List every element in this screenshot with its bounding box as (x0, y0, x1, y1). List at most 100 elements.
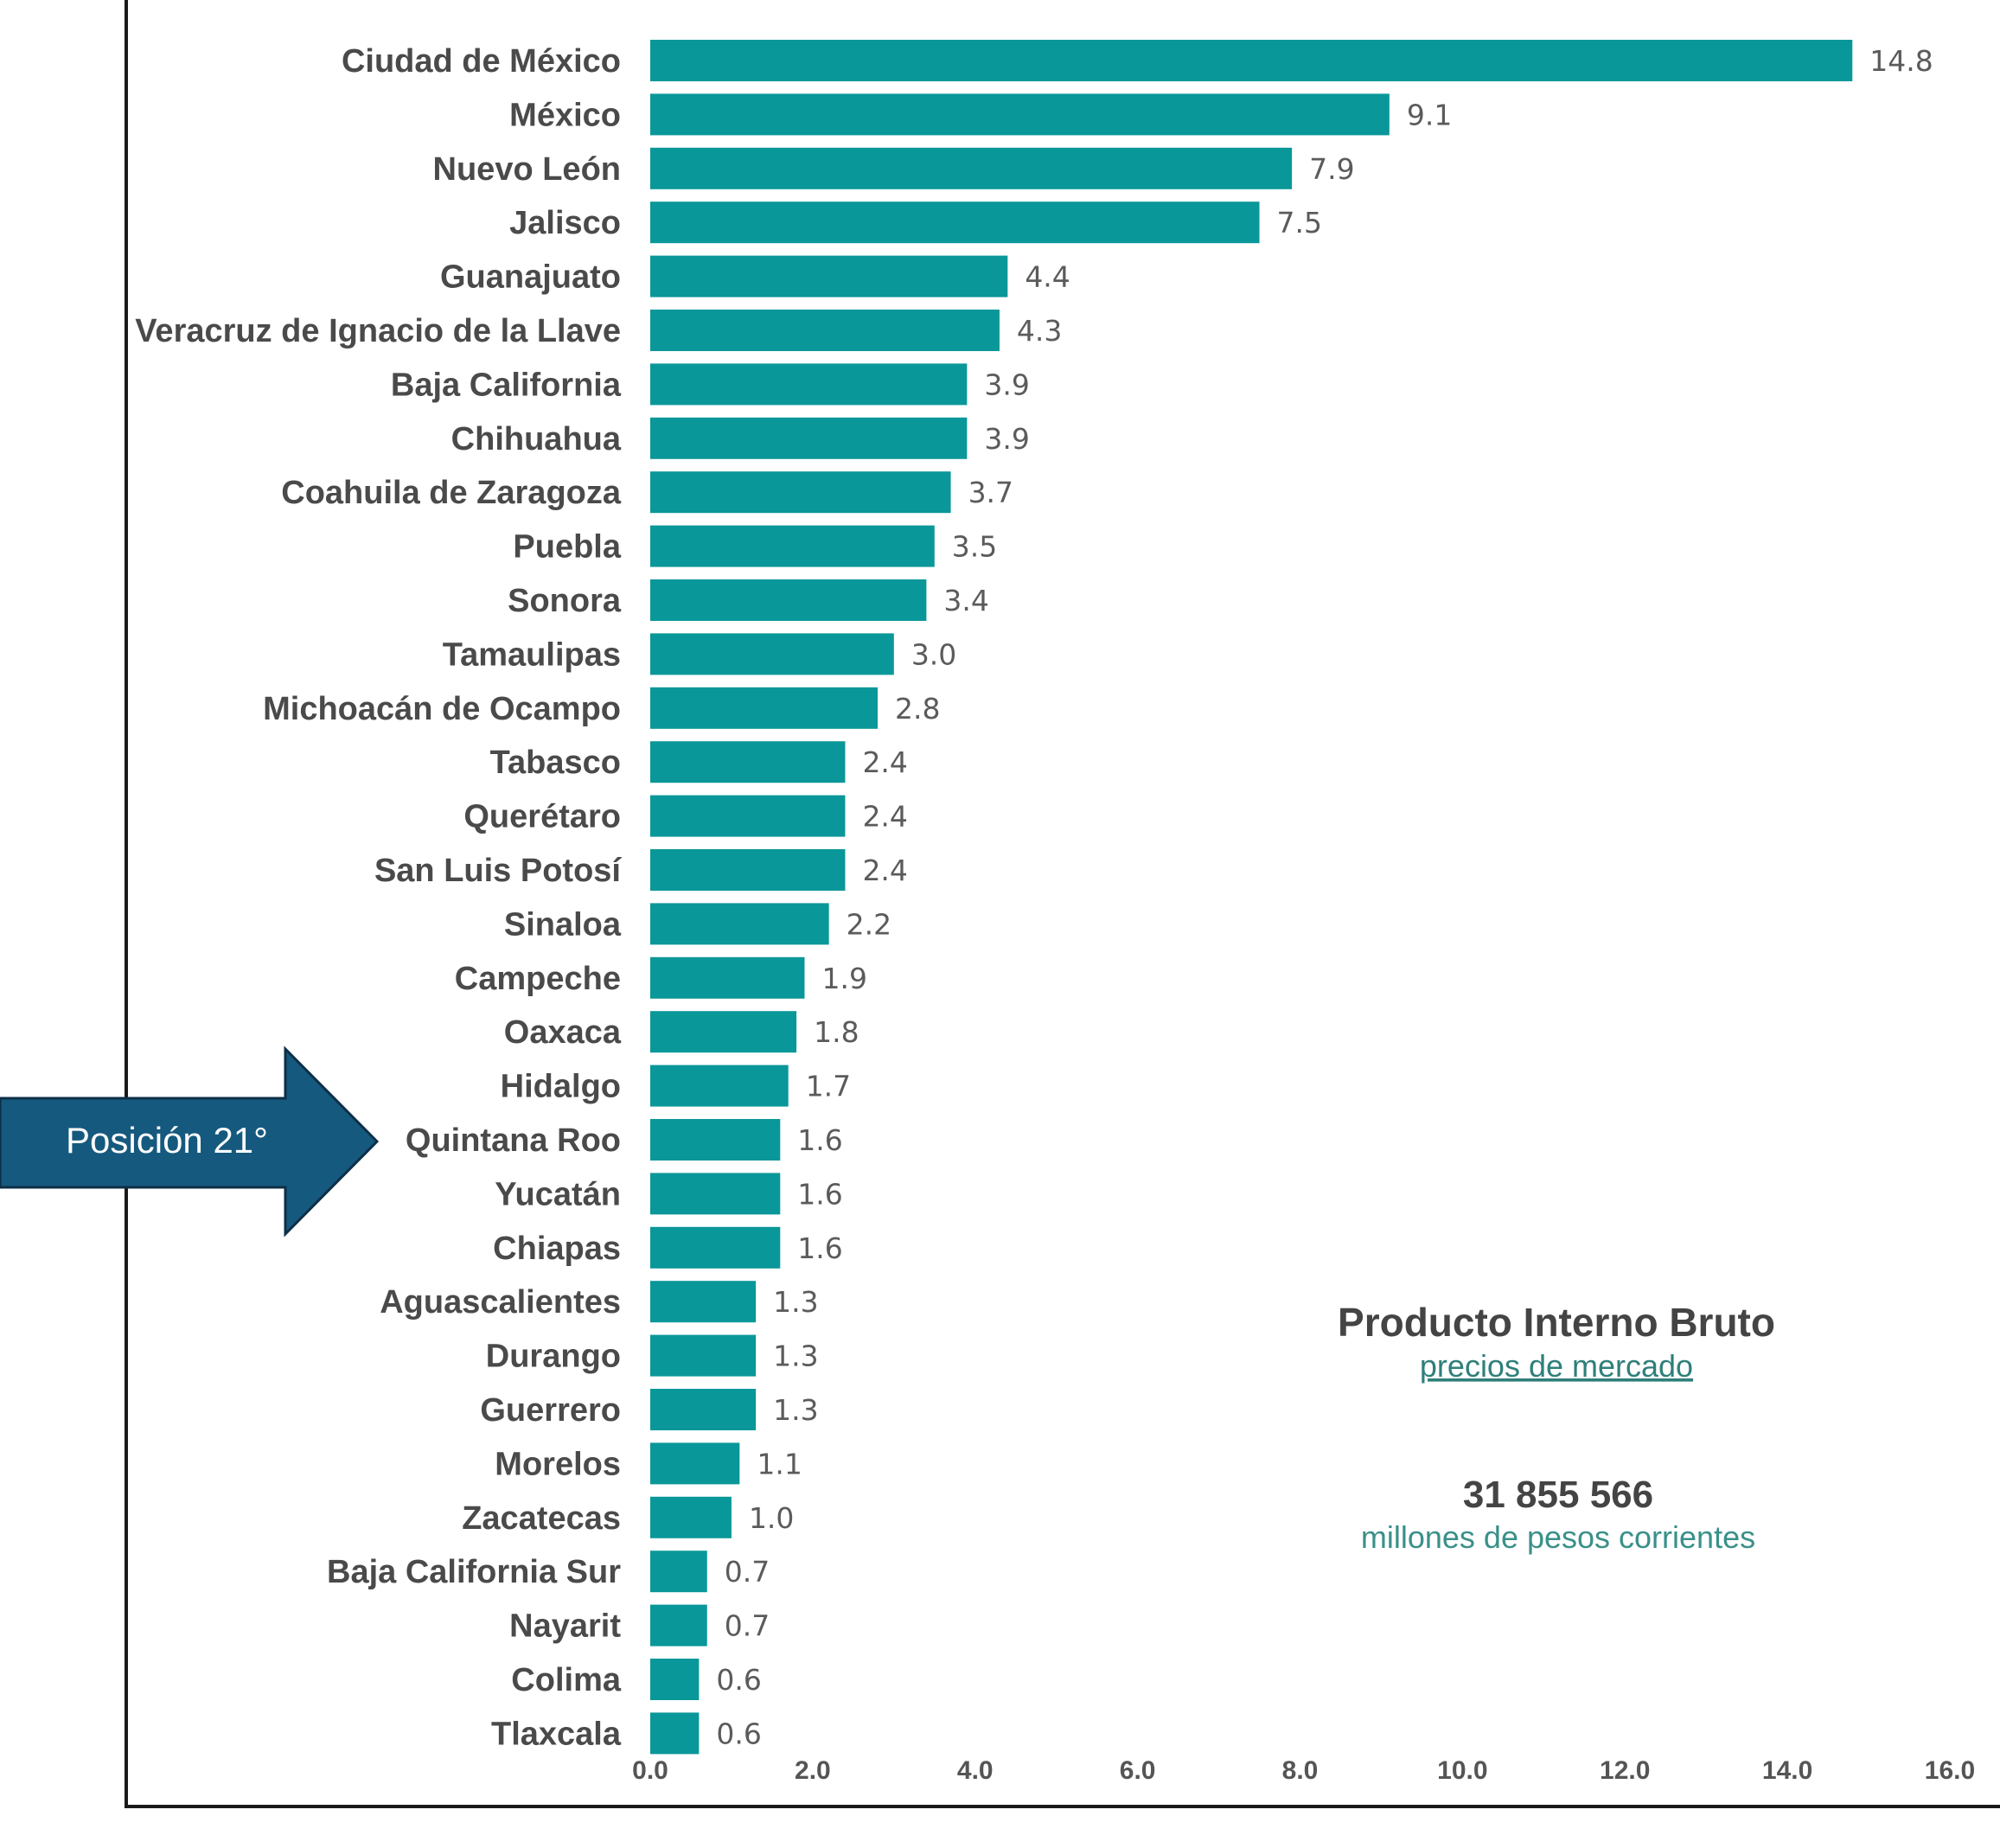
value-label: 1.3 (773, 1393, 818, 1427)
value-label: 0.6 (716, 1663, 761, 1697)
category-label: San Luis Potosí (374, 853, 622, 889)
value-label: 2.2 (847, 907, 891, 941)
bar (650, 525, 935, 567)
category-label: Tlaxcala (491, 1716, 622, 1752)
info-total: 31 855 566 (1463, 1474, 1653, 1516)
value-label: 1.8 (814, 1015, 859, 1049)
category-label: Quintana Roo (406, 1122, 621, 1159)
info-units: millones de pesos corrientes (1361, 1519, 1755, 1555)
category-label: Guanajuato (440, 259, 621, 296)
bar (650, 1442, 740, 1485)
value-label: 7.5 (1277, 206, 1322, 240)
category-label: Chihuahua (451, 421, 622, 457)
category-label: México (509, 97, 621, 133)
x-tick-label: 0.0 (632, 1756, 668, 1785)
value-label: 0.6 (716, 1717, 761, 1750)
category-label: Tabasco (490, 745, 621, 781)
category-label: Querétaro (463, 799, 621, 835)
x-tick-label: 6.0 (1120, 1756, 1156, 1785)
bar (650, 1011, 797, 1053)
category-label: Baja California Sur (327, 1554, 621, 1590)
value-label: 1.9 (821, 962, 866, 995)
value-label: 9.1 (1407, 98, 1452, 131)
info-subtitle: precios de mercado (1420, 1348, 1693, 1384)
x-axis-ticks: 0.0 2.0 4.0 6.0 8.0 10.0 12.0 14.0 16.0 (632, 1756, 1975, 1785)
bars-layer (650, 40, 1853, 1755)
value-label: 1.6 (797, 1231, 842, 1265)
value-label: 1.6 (797, 1177, 842, 1211)
category-label: Coahuila de Zaragoza (281, 475, 622, 511)
bar (650, 417, 968, 459)
bar (650, 633, 894, 675)
value-label: 1.1 (757, 1447, 802, 1480)
category-label: Puebla (513, 529, 621, 566)
value-label: 0.7 (725, 1609, 770, 1643)
bar (650, 1334, 757, 1377)
bar (650, 1659, 700, 1700)
value-label: 1.6 (797, 1123, 842, 1157)
bar (650, 471, 951, 514)
category-label: Jalisco (509, 205, 621, 241)
value-label: 7.9 (1309, 152, 1354, 186)
bar (650, 1281, 757, 1323)
value-label: 1.7 (806, 1070, 851, 1103)
bar (650, 1496, 732, 1538)
bar (650, 310, 1000, 351)
bar (650, 1551, 707, 1593)
bar (650, 147, 1293, 189)
info-box: Producto Interno Bruto precios de mercad… (1338, 1300, 1775, 1555)
category-label: Yucatán (495, 1176, 621, 1212)
category-label: Aguascalientes (380, 1284, 621, 1320)
value-label: 3.0 (911, 637, 956, 671)
bar (650, 956, 805, 999)
bar (650, 1604, 707, 1647)
value-label: 1.3 (773, 1285, 818, 1319)
value-label: 3.7 (968, 476, 1013, 509)
value-label: 2.4 (862, 745, 907, 779)
category-label: Campeche (455, 961, 621, 997)
value-label: 4.3 (1017, 314, 1062, 348)
info-title: Producto Interno Bruto (1338, 1300, 1775, 1345)
bar (650, 687, 879, 729)
x-tick-label: 12.0 (1600, 1756, 1650, 1785)
bar (650, 1712, 700, 1755)
bar (650, 1065, 789, 1107)
value-label: 4.4 (1025, 260, 1070, 294)
x-tick-label: 4.0 (957, 1756, 994, 1785)
bar (650, 1119, 781, 1161)
category-label: Colima (511, 1662, 622, 1698)
category-label: Tamaulipas (443, 636, 621, 673)
category-label: Zacatecas (462, 1500, 621, 1537)
x-tick-label: 8.0 (1282, 1756, 1319, 1785)
bar (650, 1173, 781, 1215)
bar (650, 1226, 781, 1269)
bar (650, 849, 846, 891)
bar (650, 40, 1853, 81)
value-label: 1.0 (749, 1501, 794, 1535)
bar (650, 903, 829, 945)
value-label: 14.8 (1869, 44, 1933, 78)
bar (650, 741, 846, 783)
category-label: Sinaloa (504, 906, 622, 943)
x-tick-label: 14.0 (1762, 1756, 1812, 1785)
category-label: Sonora (508, 583, 622, 619)
category-labels: Ciudad de México México Nuevo León Jalisco G… (135, 43, 622, 1752)
category-label: Hidalgo (501, 1069, 621, 1105)
x-tick-label: 10.0 (1437, 1756, 1487, 1785)
value-label: 0.7 (725, 1555, 770, 1589)
arrow-right-icon (0, 1045, 380, 1237)
value-labels: 14.8 9.1 7.9 7.5 4.4 4.3 3.9 3.9 3.7 3.5 3.4 3.0 2.8… (716, 44, 1933, 1750)
value-label: 2.4 (862, 800, 907, 834)
category-label: Nayarit (509, 1608, 621, 1645)
bar (650, 579, 927, 621)
value-label: 3.9 (984, 368, 1029, 401)
category-label: Oaxaca (504, 1014, 622, 1051)
category-label: Guerrero (480, 1392, 621, 1429)
category-label: Durango (486, 1339, 621, 1375)
category-label: Veracruz de Ignacio de la Llave (135, 313, 621, 349)
value-label: 2.8 (895, 692, 940, 726)
value-label: 2.4 (862, 854, 907, 887)
x-tick-label: 2.0 (795, 1756, 831, 1785)
callout-label: Posición 21° (66, 1120, 268, 1161)
